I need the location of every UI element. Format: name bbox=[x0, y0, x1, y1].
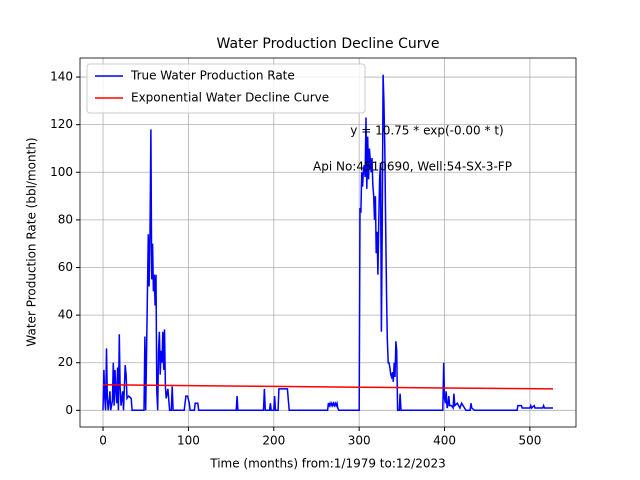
x-tick-label: 500 bbox=[518, 434, 541, 448]
x-tick-label: 400 bbox=[433, 434, 456, 448]
legend-box bbox=[86, 63, 366, 114]
x-tick-label: 300 bbox=[348, 434, 371, 448]
y-tick-label: 20 bbox=[58, 355, 73, 369]
y-tick-label: 40 bbox=[58, 308, 73, 322]
annotation: Api No:4510690, Well:54-SX-3-FP bbox=[313, 160, 512, 174]
legend-label: Exponential Water Decline Curve bbox=[131, 91, 329, 105]
y-tick-label: 140 bbox=[50, 70, 73, 84]
annotation: y = 10.75 * exp(-0.00 * t) bbox=[350, 124, 503, 138]
y-tick-label: 80 bbox=[58, 212, 73, 226]
y-tick-label: 120 bbox=[50, 117, 73, 131]
y-axis-label: Water Production Rate (bbl/month) bbox=[25, 137, 39, 346]
x-tick-label: 100 bbox=[177, 434, 200, 448]
legend-label: True Water Production Rate bbox=[130, 69, 295, 83]
x-tick-label: 0 bbox=[99, 434, 107, 448]
series-line bbox=[102, 74, 553, 412]
chart-title: Water Production Decline Curve bbox=[217, 36, 440, 52]
plot-frame bbox=[79, 57, 577, 428]
series-line bbox=[102, 383, 554, 390]
y-tick-label: 0 bbox=[65, 403, 73, 417]
x-axis-label: Time (months) from:1/1979 to:12/2023 bbox=[209, 457, 446, 471]
y-tick-label: 60 bbox=[58, 260, 73, 274]
x-tick-label: 200 bbox=[262, 434, 285, 448]
y-tick-label: 100 bbox=[50, 165, 73, 179]
